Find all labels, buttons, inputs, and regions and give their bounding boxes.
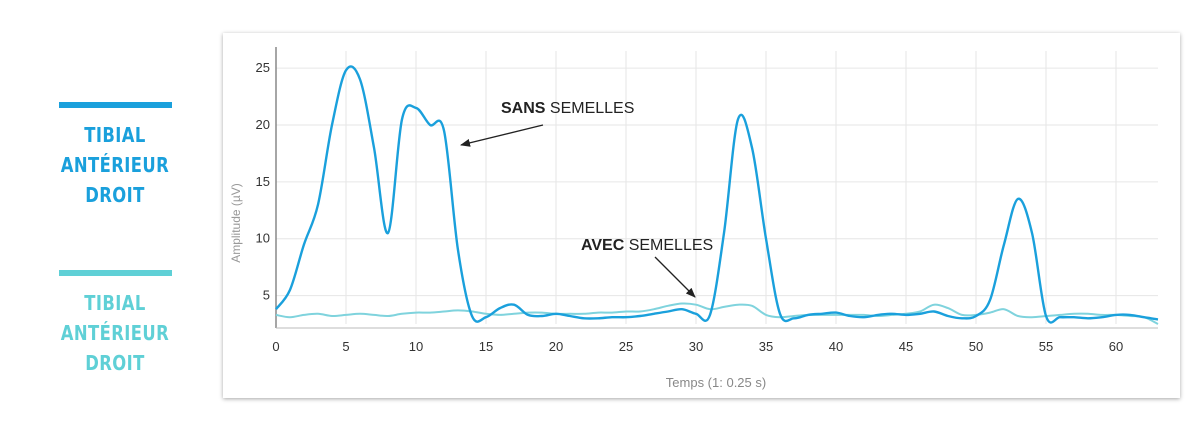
x-tick-label: 0	[272, 339, 279, 354]
y-tick-label: 20	[256, 117, 270, 132]
x-tick-label: 50	[969, 339, 983, 354]
x-tick-label: 25	[619, 339, 633, 354]
x-tick-label: 20	[549, 339, 563, 354]
x-tick-label: 35	[759, 339, 773, 354]
annotation-avec-bold: AVEC	[581, 237, 625, 254]
x-axis-label: Temps (1: 0.25 s)	[666, 375, 766, 390]
annotation-sans-arrow	[460, 124, 544, 147]
x-tick-label: 55	[1039, 339, 1053, 354]
y-tick-label: 10	[256, 231, 270, 246]
x-tick-label: 30	[689, 339, 703, 354]
legend-label-1-line2: DROIT	[85, 183, 145, 207]
legend-swatch-2	[58, 270, 172, 276]
legend-label-1: TIBIAL ANTÉRIEUR DROIT	[37, 120, 193, 210]
annotation-avec-arrow	[654, 256, 696, 298]
emg-line-chart: 5 10 15 20 25 0 5 10 15 20 25 30 35 40 45 50 55 60 Amplit…	[229, 47, 1159, 390]
legend-label-2-line2: DROIT	[85, 351, 145, 375]
x-tick-label: 5	[342, 339, 349, 354]
x-tick-label: 40	[829, 339, 843, 354]
chart-panel: 5 10 15 20 25 0 5 10 15 20 25 30 35 40 45 50 55 60 Amplit…	[223, 33, 1180, 398]
annotation-avec: AVEC SEMELLES	[581, 237, 713, 254]
legend-label-2-line1: TIBIAL ANTÉRIEUR	[60, 291, 170, 345]
series-line-sans-semelles	[275, 65, 1159, 324]
y-tick-label: 5	[263, 288, 270, 303]
legend-label-2: TIBIAL ANTÉRIEUR DROIT	[37, 288, 193, 378]
x-tick-label: 45	[899, 339, 913, 354]
legend-item-1: TIBIAL ANTÉRIEUR DROIT	[20, 102, 210, 210]
annotation-avec-rest: SEMELLES	[624, 237, 713, 254]
series-line-avec-semelles	[275, 302, 1159, 325]
y-tick-label: 25	[256, 60, 270, 75]
x-tick-label: 10	[409, 339, 423, 354]
series-layer	[275, 65, 1159, 325]
annotation-sans: SANS SEMELLES	[501, 100, 634, 117]
legend-swatch-1	[58, 102, 172, 108]
annotation-sans-bold: SANS	[501, 100, 546, 117]
x-tick-label: 15	[479, 339, 493, 354]
axes: 5 10 15 20 25 0 5 10 15 20 25 30 35 40 45 50 55 60	[256, 47, 1158, 354]
legend-label-1-line1: TIBIAL ANTÉRIEUR	[60, 123, 170, 177]
y-tick-label: 15	[256, 174, 270, 189]
legend-item-2: TIBIAL ANTÉRIEUR DROIT	[20, 270, 210, 378]
annotation-sans-rest: SEMELLES	[545, 100, 634, 117]
y-axis-label: Amplitude (µV)	[229, 183, 243, 263]
x-tick-label: 60	[1109, 339, 1123, 354]
